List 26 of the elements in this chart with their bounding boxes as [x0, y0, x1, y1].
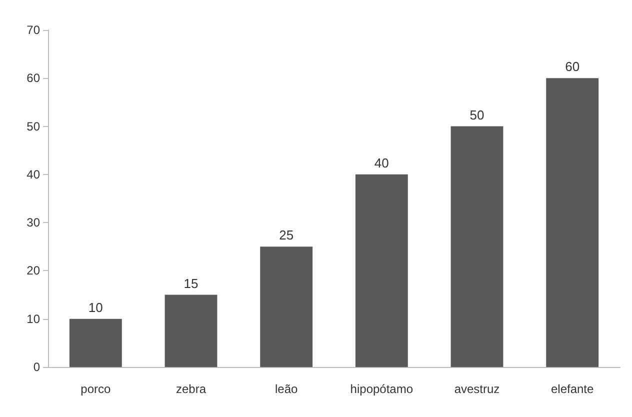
data-label: 25 — [279, 228, 294, 243]
y-tick-label: 40 — [26, 167, 40, 182]
bar — [260, 246, 313, 367]
x-tick-label: leão — [274, 382, 298, 396]
y-tick-label: 20 — [26, 264, 40, 278]
x-tick-label: hipopótamo — [350, 382, 414, 396]
y-tick-label: 30 — [26, 216, 40, 230]
data-label: 50 — [470, 107, 484, 122]
bar — [450, 126, 504, 367]
x-tick-label: elefante — [550, 382, 594, 396]
x-tick-label: zebra — [176, 382, 206, 396]
data-label: 10 — [88, 300, 103, 315]
y-tick-label: 50 — [26, 119, 40, 134]
y-tick-label: 60 — [26, 71, 40, 86]
y-tick-label: 70 — [26, 23, 40, 37]
y-tick-label: 10 — [26, 312, 40, 326]
bar — [355, 174, 408, 367]
x-tick-label: avestruz — [454, 382, 500, 396]
x-tick-label: porco — [80, 382, 111, 396]
data-label: 15 — [184, 276, 198, 291]
bar — [546, 78, 599, 367]
y-tick-label: 0 — [33, 360, 40, 374]
data-label: 60 — [565, 59, 580, 74]
bar — [69, 318, 122, 367]
data-label: 40 — [374, 155, 389, 170]
bar — [164, 294, 218, 367]
